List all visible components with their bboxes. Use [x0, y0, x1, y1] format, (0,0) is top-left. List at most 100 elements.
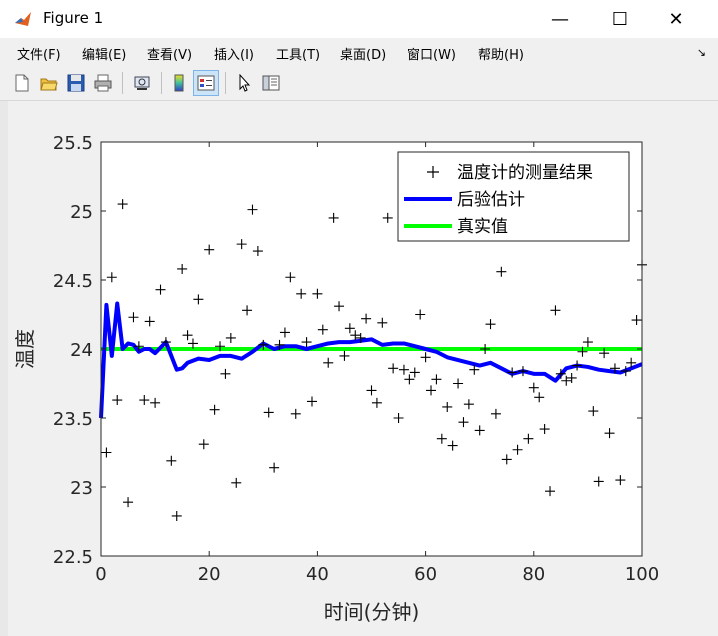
measurement-marker [474, 425, 485, 436]
property-inspector-icon [262, 75, 280, 91]
measurement-marker [371, 397, 382, 408]
legend-label-true-value: 真实值 [457, 217, 508, 237]
measurement-marker [463, 399, 474, 410]
print-icon [94, 74, 112, 92]
link-plot-button[interactable] [130, 71, 154, 95]
measurement-marker [572, 360, 583, 371]
measurement-marker [220, 368, 231, 379]
y-tick-label: 24.5 [53, 271, 93, 292]
measurement-marker [328, 212, 339, 223]
measurement-marker [144, 316, 155, 327]
menu-dock-arrow-icon[interactable]: ↘ [696, 46, 706, 59]
new-figure-button[interactable] [10, 71, 34, 95]
tick-layer: 0 20 40 60 80 100 22.5 23 23.5 24 24.5 25 25.5 [53, 133, 659, 585]
property-inspector-button[interactable] [259, 71, 283, 95]
pointer-button[interactable] [232, 71, 256, 95]
y-tick-label: 25.5 [53, 133, 93, 154]
measurement-marker [344, 323, 355, 334]
measurement-marker [198, 439, 209, 450]
menu-help[interactable]: 帮助(H) [478, 48, 524, 63]
y-tick-label: 25 [70, 202, 93, 223]
x-tick-label: 0 [95, 564, 106, 585]
menu-view[interactable]: 查看(V) [147, 48, 193, 63]
measurement-marker [193, 294, 204, 305]
save-button[interactable] [64, 71, 88, 95]
minimize-icon: — [551, 8, 569, 30]
link-plot-icon [134, 76, 150, 90]
measurement-marker [604, 428, 615, 439]
measurement-marker [150, 397, 161, 408]
menu-insert[interactable]: 插入(I) [214, 48, 254, 63]
measurement-marker [301, 337, 312, 348]
measurement-marker [420, 352, 431, 363]
measurement-marker [539, 424, 550, 435]
legend[interactable]: 温度计的测量结果 后验估计 真实值 [397, 151, 630, 242]
print-button[interactable] [91, 71, 115, 95]
measurement-marker [458, 417, 469, 428]
measurement-marker [112, 395, 123, 406]
chart-svg: 0 20 40 60 80 100 22.5 23 23.5 24 24.5 25 25.5 时间(分钟… [13, 133, 659, 624]
measurement-marker [312, 288, 323, 299]
maximize-button[interactable]: ☐ [600, 6, 640, 32]
measurement-marker [128, 312, 139, 323]
measurement-marker [512, 444, 523, 455]
title-bar[interactable]: Figure 1 — ☐ ✕ [0, 0, 718, 38]
measurement-marker [247, 204, 258, 215]
measurement-marker [388, 363, 399, 374]
measurement-marker [101, 447, 112, 458]
x-tick-label: 100 [625, 564, 659, 585]
measurement-marker [269, 462, 280, 473]
toolbar-separator [122, 72, 123, 94]
measurement-marker [236, 239, 247, 250]
y-tick-label: 23.5 [53, 409, 93, 430]
menu-window[interactable]: 窗口(W) [407, 48, 456, 63]
measurement-marker [442, 401, 453, 412]
x-tick-label: 80 [522, 564, 545, 585]
measurement-marker [382, 212, 393, 223]
measurement-marker [615, 475, 626, 486]
colorbar-button[interactable] [167, 71, 191, 95]
menu-desktop[interactable]: 桌面(D) [340, 48, 387, 63]
measurement-marker [501, 454, 512, 465]
menu-file[interactable]: 文件(F) [17, 48, 61, 63]
save-icon [67, 74, 85, 92]
pointer-icon [239, 74, 251, 92]
measurement-marker [377, 317, 388, 328]
menu-tools[interactable]: 工具(T) [276, 48, 321, 63]
measurement-marker [534, 392, 545, 403]
measurement-marker [566, 372, 577, 383]
legend-label-estimate: 后验估计 [457, 190, 525, 210]
toolbar-separator [161, 72, 162, 94]
measurement-marker [480, 344, 491, 354]
measurement-marker [626, 357, 637, 368]
colorbar-icon [174, 74, 184, 92]
menu-edit[interactable]: 编辑(E) [82, 48, 127, 63]
measurement-marker [290, 408, 301, 419]
measurement-marker [485, 319, 496, 330]
legend-button[interactable] [193, 70, 219, 96]
measurement-marker [123, 497, 134, 508]
open-file-button[interactable] [37, 71, 61, 95]
close-button[interactable]: ✕ [656, 6, 696, 32]
measurement-marker [296, 288, 307, 299]
measurement-marker [177, 263, 188, 274]
measurement-marker [490, 408, 501, 419]
measurement-marker [258, 339, 269, 350]
matlab-logo-icon [14, 10, 32, 28]
measurement-marker [252, 246, 263, 257]
measurement-marker [398, 364, 409, 375]
minimize-button[interactable]: — [540, 6, 580, 32]
measurement-marker [350, 330, 361, 341]
posterior-estimate-line [99, 301, 643, 419]
toolbar-separator [225, 72, 226, 94]
measurement-marker [469, 364, 480, 375]
legend-icon [197, 75, 215, 91]
measurement-marker [323, 357, 334, 368]
measurement-marker [274, 339, 285, 350]
y-tick-label: 24 [70, 340, 93, 361]
measurement-marker [523, 433, 534, 444]
measurement-marker [453, 378, 464, 389]
figure-canvas: 0 20 40 60 80 100 22.5 23 23.5 24 24.5 25 25.5 时间(分钟… [8, 101, 718, 636]
y-axis-label: 温度 [13, 329, 37, 369]
